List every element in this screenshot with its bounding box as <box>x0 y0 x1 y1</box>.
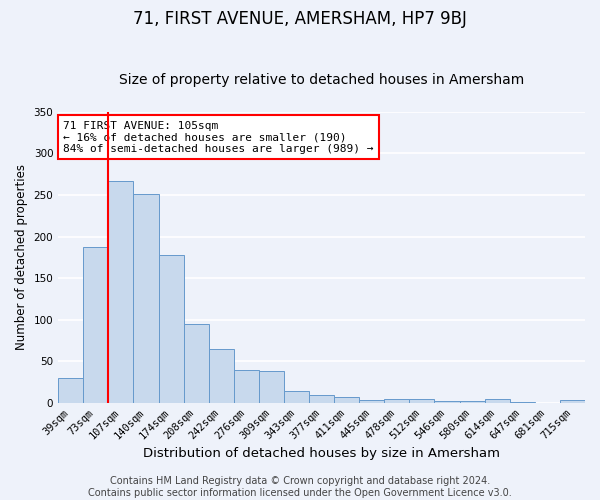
Bar <box>385 399 409 403</box>
Y-axis label: Number of detached properties: Number of detached properties <box>15 164 28 350</box>
Text: 71 FIRST AVENUE: 105sqm
← 16% of detached houses are smaller (190)
84% of semi-d: 71 FIRST AVENUE: 105sqm ← 16% of detache… <box>64 120 374 154</box>
Bar <box>359 400 385 403</box>
X-axis label: Distribution of detached houses by size in Amersham: Distribution of detached houses by size … <box>143 447 500 460</box>
Bar <box>158 255 184 403</box>
Bar <box>83 248 109 403</box>
Bar <box>209 349 234 403</box>
Bar <box>284 392 309 403</box>
Bar <box>409 399 434 403</box>
Bar <box>109 181 133 403</box>
Bar <box>58 378 83 403</box>
Title: Size of property relative to detached houses in Amersham: Size of property relative to detached ho… <box>119 73 524 87</box>
Bar <box>133 194 158 403</box>
Bar <box>184 324 209 403</box>
Bar <box>560 400 585 403</box>
Bar <box>485 399 510 403</box>
Bar <box>460 402 485 403</box>
Bar <box>309 394 334 403</box>
Bar <box>434 402 460 403</box>
Bar <box>510 402 535 403</box>
Text: Contains HM Land Registry data © Crown copyright and database right 2024.
Contai: Contains HM Land Registry data © Crown c… <box>88 476 512 498</box>
Bar <box>334 397 359 403</box>
Bar <box>259 370 284 403</box>
Bar <box>234 370 259 403</box>
Text: 71, FIRST AVENUE, AMERSHAM, HP7 9BJ: 71, FIRST AVENUE, AMERSHAM, HP7 9BJ <box>133 10 467 28</box>
